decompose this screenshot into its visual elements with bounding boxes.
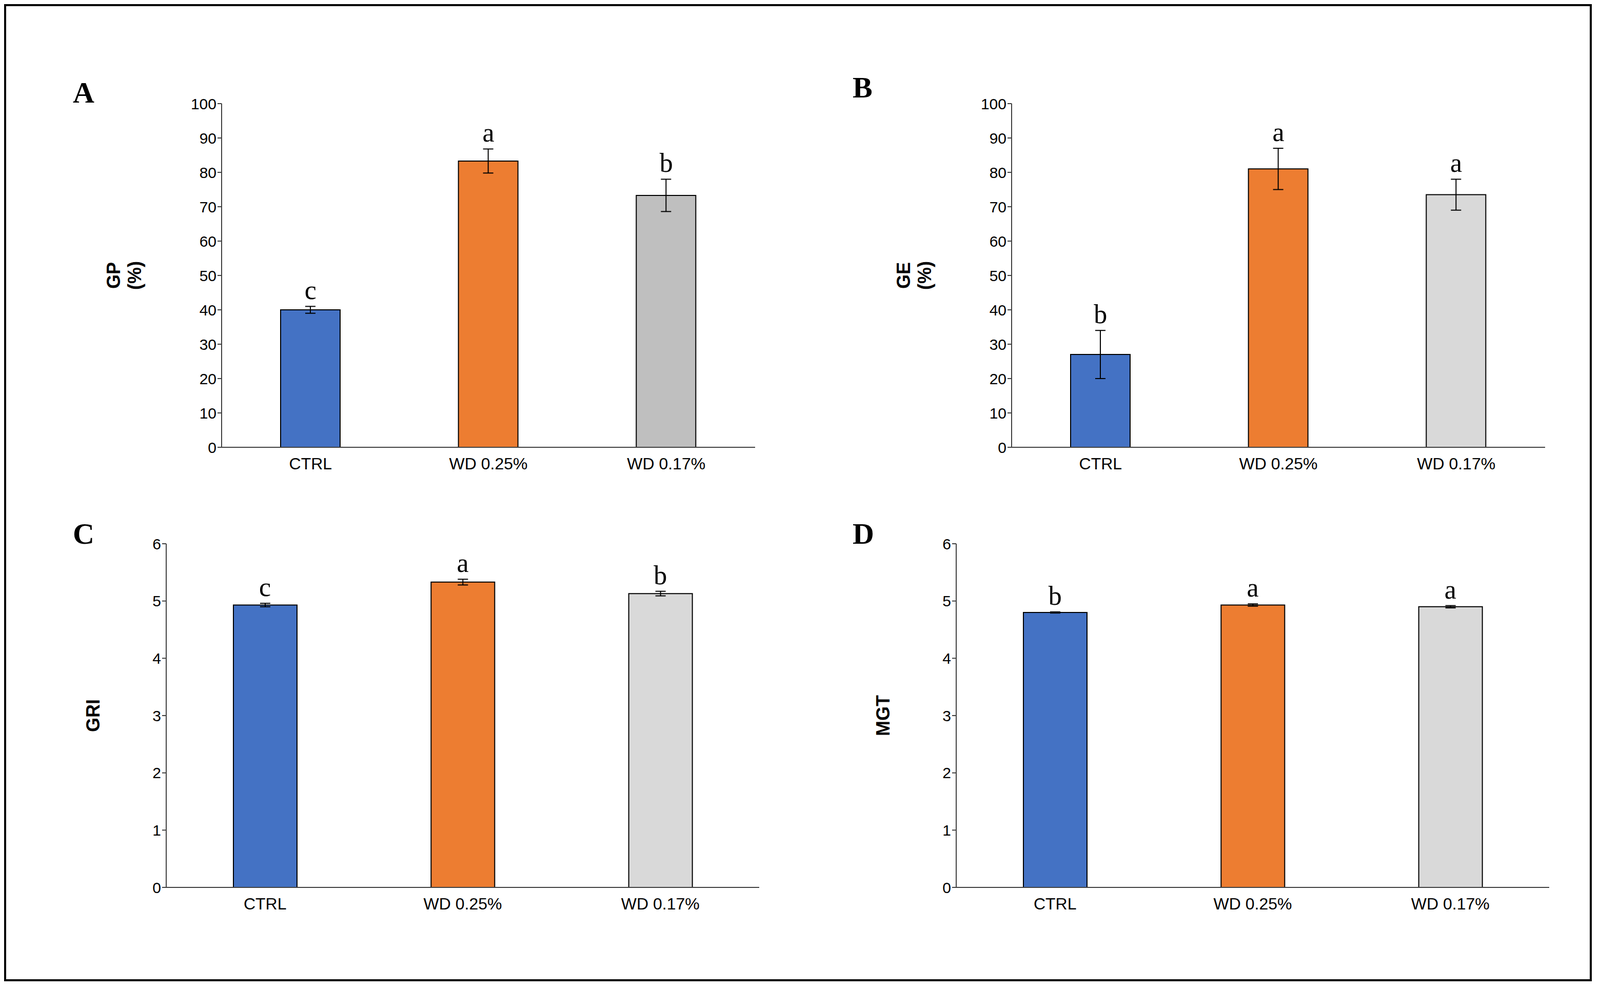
svg-text:CTRL: CTRL bbox=[289, 454, 333, 473]
html-text:GE: GE bbox=[892, 262, 914, 289]
svg-text:1: 1 bbox=[152, 821, 162, 839]
svg-text:0: 0 bbox=[942, 879, 952, 897]
html-text:MGT: MGT bbox=[872, 695, 894, 737]
svg-text:30: 30 bbox=[989, 336, 1007, 353]
html-text:C: C bbox=[72, 517, 95, 551]
svg-text:CTRL: CTRL bbox=[243, 894, 287, 914]
html-text:A: A bbox=[72, 75, 95, 110]
svg-text:20: 20 bbox=[199, 370, 217, 388]
svg-text:70: 70 bbox=[199, 198, 217, 216]
html-text:GP: GP bbox=[102, 262, 124, 289]
svg-text:WD 0.25%: WD 0.25% bbox=[1213, 894, 1293, 914]
svg-text:b: b bbox=[1048, 581, 1062, 611]
svg-text:a: a bbox=[1246, 573, 1259, 603]
svg-text:WD 0.17%: WD 0.17% bbox=[621, 894, 700, 914]
svg-text:40: 40 bbox=[989, 301, 1007, 319]
svg-text:2: 2 bbox=[942, 764, 952, 782]
svg-text:WD 0.17%: WD 0.17% bbox=[626, 454, 706, 473]
html-text:D: D bbox=[852, 517, 875, 551]
svg-text:3: 3 bbox=[152, 707, 162, 725]
svg-text:a: a bbox=[1444, 575, 1457, 605]
html-text:GRI: GRI bbox=[82, 699, 104, 733]
svg-text:0: 0 bbox=[997, 439, 1007, 457]
svg-text:90: 90 bbox=[199, 129, 217, 147]
svg-text:5: 5 bbox=[942, 592, 952, 610]
svg-text:c: c bbox=[304, 275, 317, 305]
svg-text:WD 0.25%: WD 0.25% bbox=[449, 454, 528, 473]
svg-text:a: a bbox=[482, 117, 495, 148]
svg-text:80: 80 bbox=[989, 164, 1007, 182]
svg-text:40: 40 bbox=[199, 301, 217, 319]
svg-text:1: 1 bbox=[942, 821, 952, 839]
svg-text:0: 0 bbox=[207, 439, 217, 457]
svg-text:10: 10 bbox=[199, 404, 217, 422]
svg-text:5: 5 bbox=[152, 592, 162, 610]
svg-text:50: 50 bbox=[199, 267, 217, 285]
svg-text:c: c bbox=[259, 572, 271, 602]
svg-text:CTRL: CTRL bbox=[1033, 894, 1077, 914]
svg-text:60: 60 bbox=[199, 232, 217, 250]
svg-text:4: 4 bbox=[152, 649, 162, 667]
svg-text:70: 70 bbox=[989, 198, 1007, 216]
svg-text:b: b bbox=[659, 148, 674, 178]
svg-text:90: 90 bbox=[989, 129, 1007, 147]
svg-text:100: 100 bbox=[980, 95, 1007, 113]
svg-text:b: b bbox=[1093, 299, 1108, 329]
svg-text:20: 20 bbox=[989, 370, 1007, 388]
svg-text:30: 30 bbox=[199, 336, 217, 353]
svg-text:a: a bbox=[456, 548, 469, 578]
svg-text:3: 3 bbox=[942, 707, 952, 725]
svg-text:WD 0.17%: WD 0.17% bbox=[1411, 894, 1490, 914]
svg-text:WD 0.17%: WD 0.17% bbox=[1416, 454, 1496, 473]
svg-text:6: 6 bbox=[152, 535, 162, 553]
svg-text:0: 0 bbox=[152, 879, 162, 897]
svg-text:WD 0.25%: WD 0.25% bbox=[423, 894, 503, 914]
svg-text:80: 80 bbox=[199, 164, 217, 182]
svg-text:60: 60 bbox=[989, 232, 1007, 250]
svg-text:10: 10 bbox=[989, 404, 1007, 422]
svg-text:b: b bbox=[653, 560, 667, 590]
svg-text:50: 50 bbox=[989, 267, 1007, 285]
html-text:B: B bbox=[852, 70, 873, 105]
svg-text:WD 0.25%: WD 0.25% bbox=[1239, 454, 1318, 473]
svg-text:4: 4 bbox=[942, 649, 952, 667]
svg-text:100: 100 bbox=[190, 95, 217, 113]
svg-text:2: 2 bbox=[152, 764, 162, 782]
svg-text:CTRL: CTRL bbox=[1079, 454, 1123, 473]
svg-text:6: 6 bbox=[942, 535, 952, 553]
svg-text:a: a bbox=[1450, 148, 1463, 178]
svg-text:a: a bbox=[1272, 117, 1285, 147]
